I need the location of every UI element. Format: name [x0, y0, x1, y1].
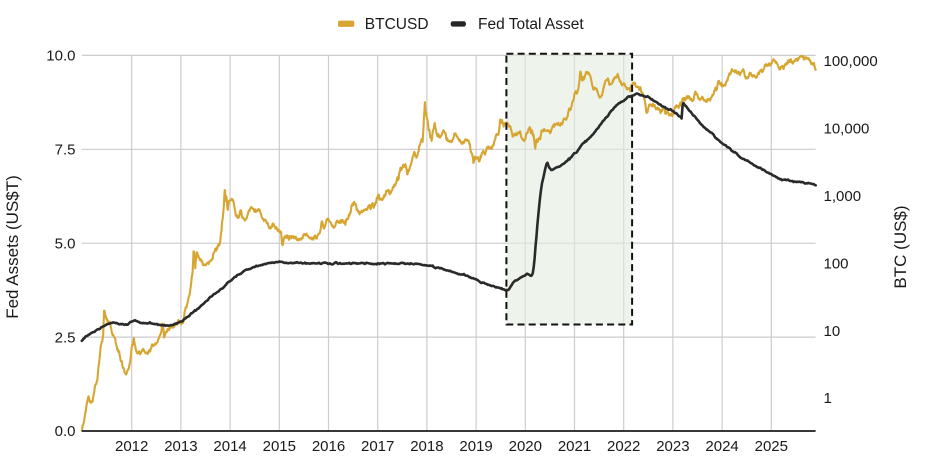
svg-text:2023: 2023 — [656, 438, 689, 455]
svg-text:2.5: 2.5 — [55, 329, 76, 346]
svg-text:10: 10 — [824, 323, 841, 340]
svg-text:Fed Total Asset: Fed Total Asset — [478, 16, 584, 33]
svg-text:10,000: 10,000 — [824, 121, 870, 138]
svg-text:2022: 2022 — [607, 438, 640, 455]
svg-text:2013: 2013 — [164, 438, 197, 455]
svg-text:100,000: 100,000 — [824, 53, 878, 70]
svg-text:2019: 2019 — [459, 438, 492, 455]
svg-text:Fed Assets (US$T): Fed Assets (US$T) — [3, 175, 22, 319]
svg-text:2025: 2025 — [755, 438, 788, 455]
svg-text:2016: 2016 — [312, 438, 345, 455]
svg-text:100: 100 — [824, 255, 849, 272]
svg-text:7.5: 7.5 — [55, 142, 76, 159]
svg-text:2024: 2024 — [705, 438, 738, 455]
svg-text:BTC (US$): BTC (US$) — [891, 205, 910, 288]
svg-text:5.0: 5.0 — [55, 235, 76, 252]
svg-text:2012: 2012 — [115, 438, 148, 455]
svg-text:1,000: 1,000 — [824, 188, 862, 205]
svg-text:2021: 2021 — [558, 438, 591, 455]
svg-text:BTCUSD: BTCUSD — [365, 16, 429, 33]
svg-text:2015: 2015 — [263, 438, 296, 455]
svg-text:2018: 2018 — [410, 438, 443, 455]
svg-text:2014: 2014 — [213, 438, 246, 455]
svg-text:2020: 2020 — [509, 438, 542, 455]
svg-text:1: 1 — [824, 390, 832, 407]
svg-text:10.0: 10.0 — [46, 48, 75, 65]
svg-text:0.0: 0.0 — [55, 423, 76, 440]
svg-text:2017: 2017 — [361, 438, 394, 455]
